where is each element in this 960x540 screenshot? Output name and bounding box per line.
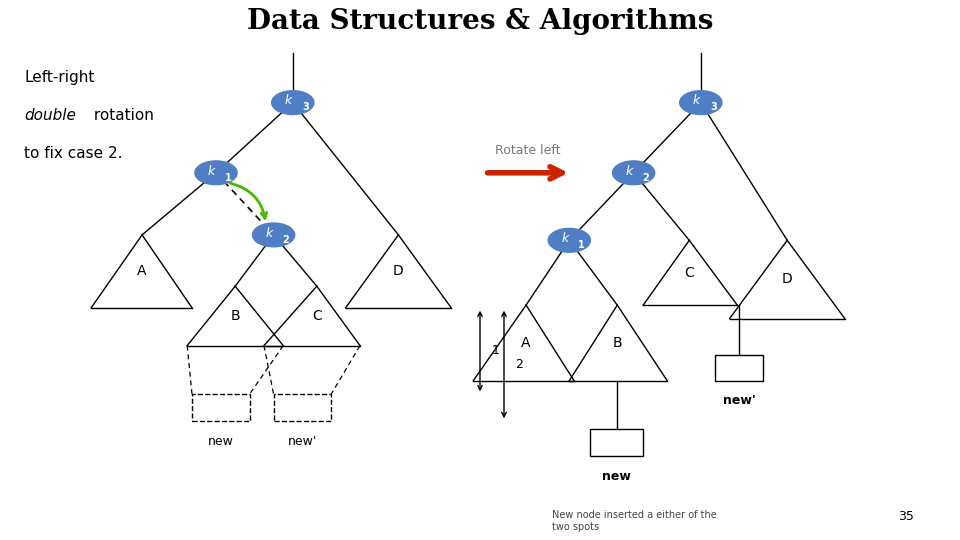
Text: new': new' bbox=[723, 394, 756, 407]
Text: 1: 1 bbox=[492, 345, 499, 357]
Circle shape bbox=[195, 161, 237, 185]
Text: 2: 2 bbox=[642, 173, 650, 183]
Text: new: new bbox=[602, 470, 632, 483]
Text: C: C bbox=[684, 266, 694, 280]
FancyBboxPatch shape bbox=[590, 429, 643, 456]
Text: 2: 2 bbox=[282, 235, 290, 245]
Text: $k$: $k$ bbox=[625, 164, 635, 178]
Text: $k$: $k$ bbox=[207, 164, 217, 178]
Circle shape bbox=[612, 161, 655, 185]
Circle shape bbox=[252, 223, 295, 247]
Text: A: A bbox=[521, 336, 531, 350]
Text: Rotate left: Rotate left bbox=[495, 144, 561, 157]
Text: B: B bbox=[612, 336, 622, 350]
Text: rotation: rotation bbox=[89, 108, 155, 123]
Text: Left-right: Left-right bbox=[24, 70, 94, 85]
Text: 1: 1 bbox=[578, 240, 586, 250]
Text: C: C bbox=[312, 309, 322, 323]
Text: double: double bbox=[24, 108, 76, 123]
Text: $k$: $k$ bbox=[692, 93, 702, 107]
FancyBboxPatch shape bbox=[715, 355, 763, 381]
Text: 1: 1 bbox=[225, 173, 232, 183]
Text: $k$: $k$ bbox=[561, 231, 570, 245]
Text: 3: 3 bbox=[301, 103, 309, 112]
Text: 2: 2 bbox=[516, 358, 523, 371]
Text: new': new' bbox=[288, 435, 317, 448]
Text: 35: 35 bbox=[898, 510, 914, 523]
Text: 3: 3 bbox=[709, 103, 717, 112]
Text: $k$: $k$ bbox=[284, 93, 294, 107]
Circle shape bbox=[272, 91, 314, 114]
Text: D: D bbox=[781, 273, 793, 286]
FancyBboxPatch shape bbox=[274, 394, 331, 421]
Text: Data Structures & Algorithms: Data Structures & Algorithms bbox=[247, 8, 713, 35]
Text: A: A bbox=[137, 265, 147, 278]
Text: to fix case 2.: to fix case 2. bbox=[24, 146, 123, 161]
Text: new: new bbox=[208, 435, 233, 448]
Circle shape bbox=[548, 228, 590, 252]
Circle shape bbox=[680, 91, 722, 114]
Text: D: D bbox=[393, 265, 404, 278]
Text: $k$: $k$ bbox=[265, 226, 275, 240]
Text: B: B bbox=[230, 309, 240, 323]
FancyBboxPatch shape bbox=[192, 394, 250, 421]
Text: New node inserted a either of the
two spots: New node inserted a either of the two sp… bbox=[552, 510, 717, 532]
